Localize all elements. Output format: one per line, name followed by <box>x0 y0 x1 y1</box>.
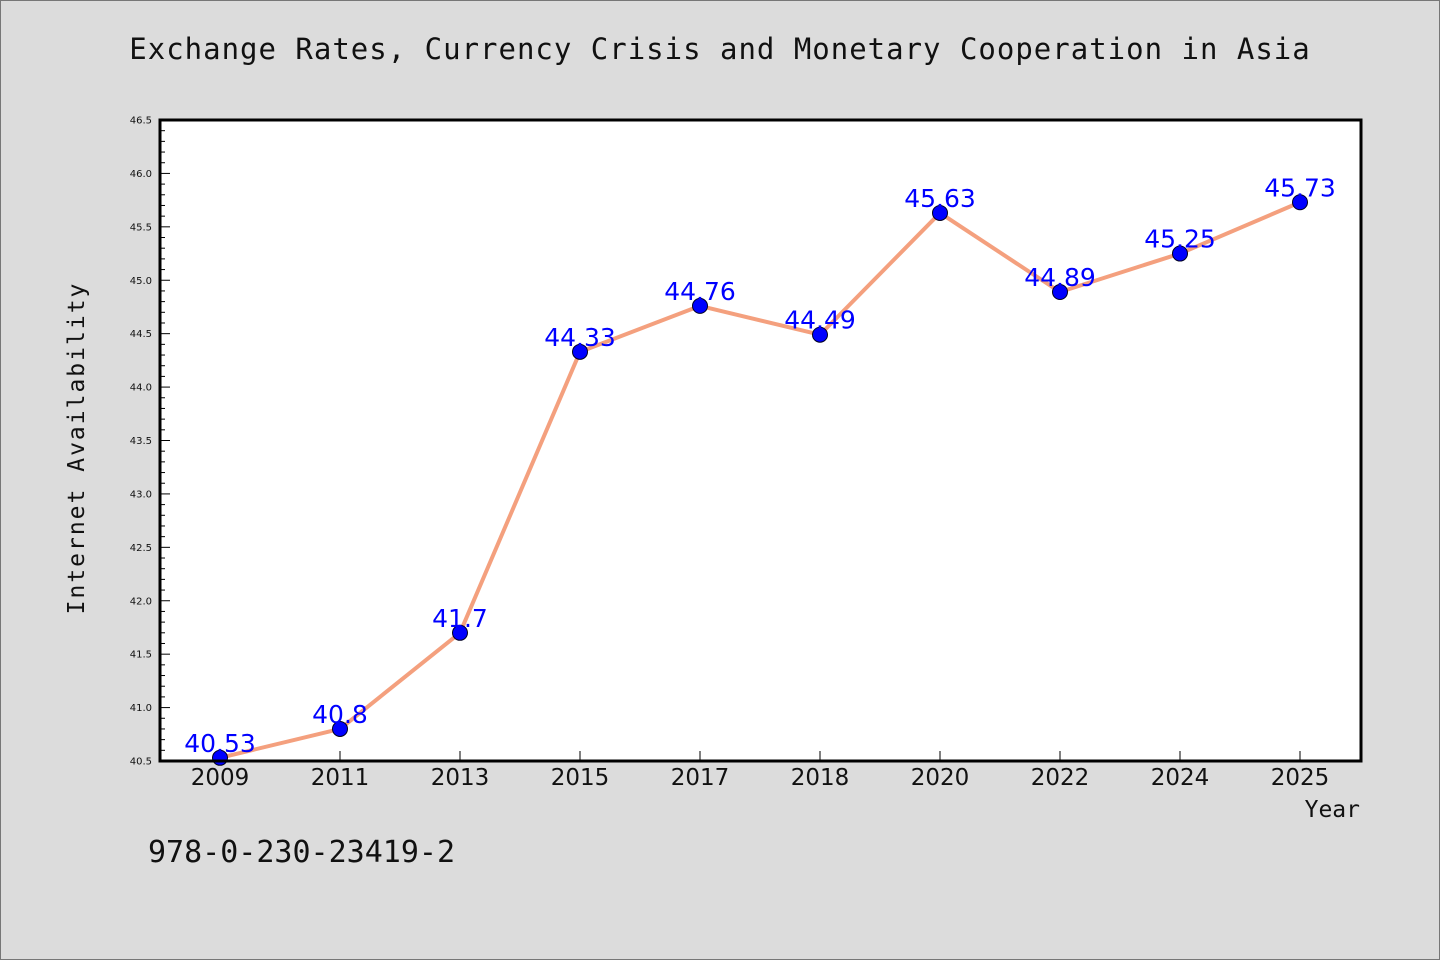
data-point <box>932 204 948 221</box>
x-tick-label: 2013 <box>431 765 490 791</box>
isbn-footnote: 978-0-230-23419-2 <box>148 835 456 870</box>
data-point <box>692 297 708 314</box>
x-tick-label: 2024 <box>1151 765 1210 791</box>
plot-area <box>160 120 1361 761</box>
data-label: 45.73 <box>1264 173 1336 202</box>
y-tick-label: 42.5 <box>130 543 152 554</box>
data-label: 40.53 <box>184 729 256 758</box>
data-label: 44.89 <box>1024 263 1096 292</box>
x-axis-ticks: 2009 2011 2013 2015 2017 2018 2020 2022 2024 2025 <box>191 751 1330 791</box>
x-tick-label: 2022 <box>1031 765 1090 791</box>
x-tick-label: 2011 <box>311 765 370 791</box>
plot-border <box>158 118 1363 763</box>
y-tick-label: 44.5 <box>130 329 152 340</box>
data-point <box>452 624 468 641</box>
y-tick-label: 40.5 <box>130 757 152 768</box>
x-tick-label: 2020 <box>911 765 970 791</box>
data-point <box>1052 284 1068 301</box>
data-label: 44.76 <box>664 277 736 306</box>
y-tick-label: 43.5 <box>130 436 152 447</box>
x-tick-label: 2009 <box>191 765 250 791</box>
data-label: 45.25 <box>1144 225 1216 254</box>
data-point <box>1292 194 1308 211</box>
y-tick-label: 46.5 <box>130 116 152 127</box>
y-tick-label: 44.0 <box>130 383 152 394</box>
x-tick-label: 2017 <box>671 765 730 791</box>
data-point <box>572 343 588 360</box>
y-tick-label: 45.5 <box>130 222 152 233</box>
x-tick-label: 2015 <box>551 765 610 791</box>
x-tick-label: 2018 <box>791 765 850 791</box>
y-tick-label: 43.0 <box>130 489 152 500</box>
data-labels: 40.53 40.8 41.7 44.33 44.76 44.49 45.63 44.89 45… <box>184 173 1336 758</box>
data-label: 41.7 <box>432 604 488 633</box>
data-point <box>1172 245 1188 262</box>
x-tick-label: 2025 <box>1271 765 1330 791</box>
y-tick-label: 41.0 <box>130 703 152 714</box>
y-tick-label: 41.5 <box>130 650 152 661</box>
data-label: 45.63 <box>904 184 976 213</box>
y-tick-label: 45.0 <box>130 276 152 287</box>
data-point <box>812 326 828 343</box>
series-line <box>218 200 1302 760</box>
x-axis-label: Year <box>1304 797 1360 823</box>
data-point <box>332 720 348 737</box>
data-label: 44.33 <box>544 323 616 352</box>
y-tick-label: 46.0 <box>130 169 152 180</box>
data-label: 40.8 <box>312 700 368 729</box>
y-tick-label: 42.0 <box>130 596 152 607</box>
data-label: 44.49 <box>784 306 856 335</box>
chart-title: Exchange Rates, Currency Crisis and Mone… <box>129 32 1311 66</box>
